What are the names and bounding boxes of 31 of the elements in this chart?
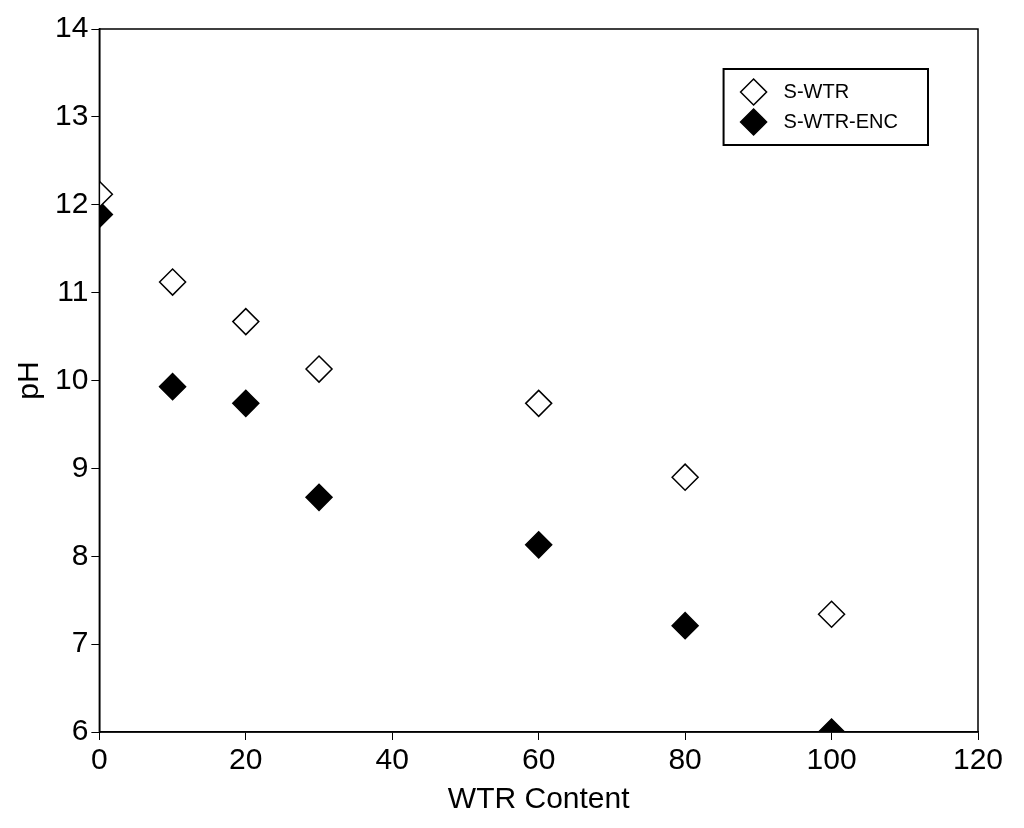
y-tick-label: 14 xyxy=(54,10,89,44)
x-tick-label: 80 xyxy=(668,742,702,776)
point xyxy=(158,372,187,401)
x-tick-label: 20 xyxy=(229,742,263,776)
point xyxy=(524,389,553,418)
point xyxy=(524,531,553,559)
point xyxy=(305,355,333,383)
y-tick-label: 9 xyxy=(71,449,89,483)
y-axis-title: pH xyxy=(11,361,45,400)
y-tick-label: 6 xyxy=(71,713,89,747)
y-tick-label: 12 xyxy=(54,186,89,220)
y-tick-label: 11 xyxy=(57,273,89,307)
point xyxy=(671,611,699,640)
y-tick-label: 7 xyxy=(71,625,89,659)
x-tick-label: 60 xyxy=(522,742,556,776)
y-tick-label: 10 xyxy=(54,361,89,395)
x-tick-label: 0 xyxy=(91,742,108,776)
x-tick-label: 100 xyxy=(806,742,857,776)
x-axis-title: WTR Content xyxy=(447,781,631,815)
y-tick-label: 13 xyxy=(54,98,89,132)
point xyxy=(232,389,260,418)
x-tick-label: 40 xyxy=(375,742,409,776)
point xyxy=(817,600,846,628)
legend-label: S-WTR-ENC xyxy=(783,109,899,132)
y-tick-label: 8 xyxy=(71,537,89,571)
point xyxy=(305,483,333,512)
point xyxy=(158,268,187,296)
point xyxy=(671,463,699,491)
x-tick-label: 120 xyxy=(952,742,1004,776)
legend-label: S-WTR xyxy=(783,79,850,102)
point xyxy=(232,307,260,336)
